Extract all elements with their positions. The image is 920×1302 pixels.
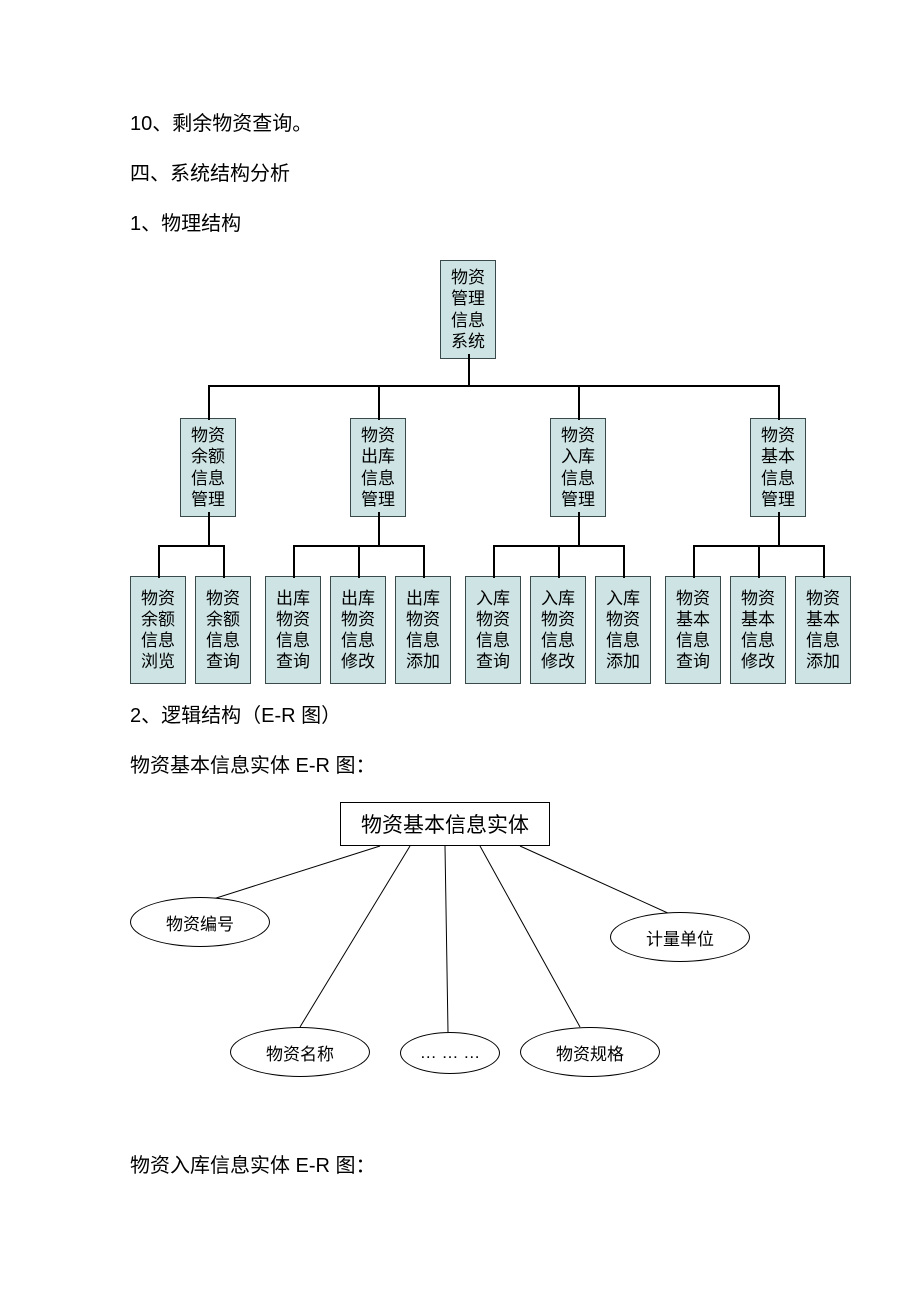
er-entity: 物资基本信息实体: [340, 802, 550, 846]
tree-branch-1: 物资出库信息管理: [350, 418, 406, 517]
er-diagram: 物资基本信息实体物资编号 计量单位物资名称 … … … 物资规格: [120, 802, 800, 1122]
text-line-1: 10、剩余物资查询。: [130, 110, 890, 138]
tree-leaf-9: 物资基本信息修改: [730, 576, 786, 684]
tree-leaf-4: 出库物资信息添加: [395, 576, 451, 684]
tree-branch-0: 物资余额信息管理: [180, 418, 236, 517]
tree-leaf-3: 出库物资信息修改: [330, 576, 386, 684]
tree-leaf-10: 物资基本信息添加: [795, 576, 851, 684]
tree-leaf-5: 入库物资信息查询: [465, 576, 521, 684]
er-attr-2: 物资名称: [230, 1027, 370, 1077]
er-attr-1: 计量单位: [610, 912, 750, 962]
er-attr-0: 物资编号: [130, 897, 270, 947]
tree-leaf-1: 物资余额信息查询: [195, 576, 251, 684]
text-line-4: 2、逻辑结构（E-R 图）: [130, 702, 890, 730]
tree-leaf-2: 出库物资信息查询: [265, 576, 321, 684]
tree-branch-2: 物资入库信息管理: [550, 418, 606, 517]
tree-diagram: 物资管理信息系统物资余额信息管理 物资出库信息管理 物资入库信息管理 物资基本信息管理…: [130, 260, 890, 690]
text-line-2: 四、系统结构分析: [130, 160, 890, 188]
tree-leaf-0: 物资余额信息浏览: [130, 576, 186, 684]
tree-branch-3: 物资基本信息管理: [750, 418, 806, 517]
tree-leaf-7: 入库物资信息添加: [595, 576, 651, 684]
tree-leaf-8: 物资基本信息查询: [665, 576, 721, 684]
tree-root: 物资管理信息系统: [440, 260, 496, 359]
text-line-5: 物资基本信息实体 E-R 图：: [130, 752, 890, 780]
text-line-6: 物资入库信息实体 E-R 图：: [130, 1152, 890, 1180]
tree-leaf-6: 入库物资信息修改: [530, 576, 586, 684]
er-attr-4: 物资规格: [520, 1027, 660, 1077]
er-attr-3: … … …: [400, 1032, 500, 1074]
text-line-3: 1、物理结构: [130, 210, 890, 238]
